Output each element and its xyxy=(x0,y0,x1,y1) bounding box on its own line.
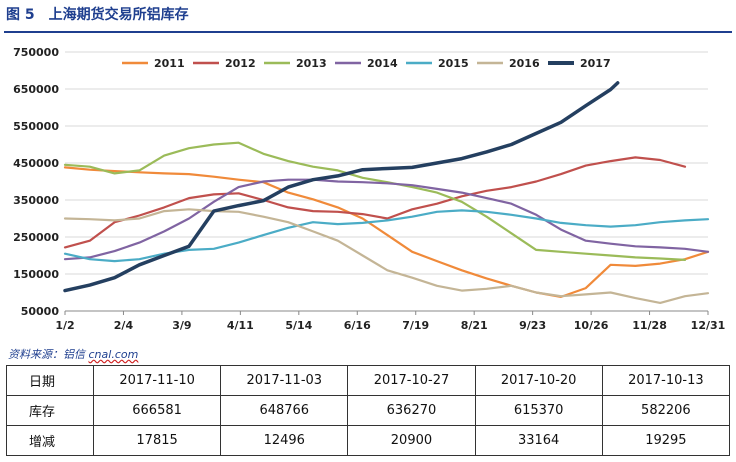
x-tick-label: 12/31 xyxy=(691,319,726,332)
legend-label-2014: 2014 xyxy=(367,57,398,70)
table-cell: 2017-11-03 xyxy=(220,365,349,396)
y-tick-label: 50000 xyxy=(21,305,60,318)
aluminum-inventory-chart: 750000 650000 550000 450000 350000 250000 1500… xyxy=(13,46,726,332)
table-cell: 636270 xyxy=(347,395,476,426)
table-cell: 582206 xyxy=(601,395,731,426)
source-note: 资料来源：铝信 cnal.com xyxy=(8,346,138,362)
legend-label-2017: 2017 xyxy=(580,57,611,70)
table-cell: 2017-10-27 xyxy=(347,365,476,396)
source-site: cnal.com xyxy=(88,348,139,361)
legend-label-2013: 2013 xyxy=(296,57,327,70)
table-cell: 17815 xyxy=(92,425,222,456)
table-row-date: 日期 2017-11-10 2017-11-03 2017-10-27 2017… xyxy=(6,365,731,396)
x-tick-label: 2/4 xyxy=(114,319,134,332)
x-tick-label: 11/28 xyxy=(632,319,667,332)
table-cell: 19295 xyxy=(601,425,731,456)
figure-number: 图 5 xyxy=(6,7,35,23)
legend-label-2012: 2012 xyxy=(225,57,256,70)
table-cell: 648766 xyxy=(220,395,349,426)
row-head-stock: 库存 xyxy=(6,395,94,426)
y-tick-label: 450000 xyxy=(13,157,59,170)
x-tick-label: 1/2 xyxy=(55,319,74,332)
table-cell: 666581 xyxy=(92,395,222,426)
table-cell: 33164 xyxy=(474,425,603,456)
series-line-2013 xyxy=(63,141,687,261)
series-line-2014 xyxy=(63,178,710,261)
row-head-change: 增减 xyxy=(6,425,94,456)
table-cell: 20900 xyxy=(347,425,476,456)
table-cell: 2017-10-13 xyxy=(601,365,731,396)
series-line-2016 xyxy=(63,208,710,304)
table-cell: 2017-11-10 xyxy=(92,365,222,396)
row-head-date: 日期 xyxy=(6,365,94,396)
source-prefix: 资料来源：铝信 xyxy=(8,348,89,361)
x-tick-label: 6/16 xyxy=(344,319,371,332)
x-tick-label: 9/23 xyxy=(519,319,546,332)
table-cell: 615370 xyxy=(474,395,603,426)
y-tick-label: 650000 xyxy=(13,83,59,96)
figure-title: 图 5 上海期货交易所铝库存 xyxy=(6,4,189,24)
y-tick-label: 550000 xyxy=(13,120,59,133)
inventory-table: 日期 2017-11-10 2017-11-03 2017-10-27 2017… xyxy=(6,365,731,456)
series-line-2011 xyxy=(63,166,710,298)
series-line-2012 xyxy=(63,156,687,249)
table-row-change: 增减 17815 12496 20900 33164 19295 xyxy=(6,425,731,456)
y-tick-label: 350000 xyxy=(13,194,59,207)
figure-title-text: 上海期货交易所铝库存 xyxy=(48,7,189,23)
x-tick-label: 10/26 xyxy=(574,319,609,332)
series-line-2017 xyxy=(63,81,620,293)
legend-label-2011: 2011 xyxy=(154,57,185,70)
table-cell: 2017-10-20 xyxy=(474,365,603,396)
x-tick-label: 3/9 xyxy=(172,319,191,332)
x-tick-label: 4/11 xyxy=(227,319,254,332)
legend-label-2015: 2015 xyxy=(438,57,469,70)
y-tick-label: 750000 xyxy=(13,46,59,59)
x-tick-label: 7/19 xyxy=(402,319,429,332)
x-tick-label: 5/14 xyxy=(285,319,312,332)
x-tick-label: 8/21 xyxy=(461,319,488,332)
y-tick-label: 150000 xyxy=(13,268,59,281)
table-cell: 12496 xyxy=(220,425,349,456)
y-tick-label: 250000 xyxy=(13,231,59,244)
table-row-stock: 库存 666581 648766 636270 615370 582206 xyxy=(6,395,731,426)
legend-label-2016: 2016 xyxy=(509,57,540,70)
title-rule xyxy=(4,31,732,33)
